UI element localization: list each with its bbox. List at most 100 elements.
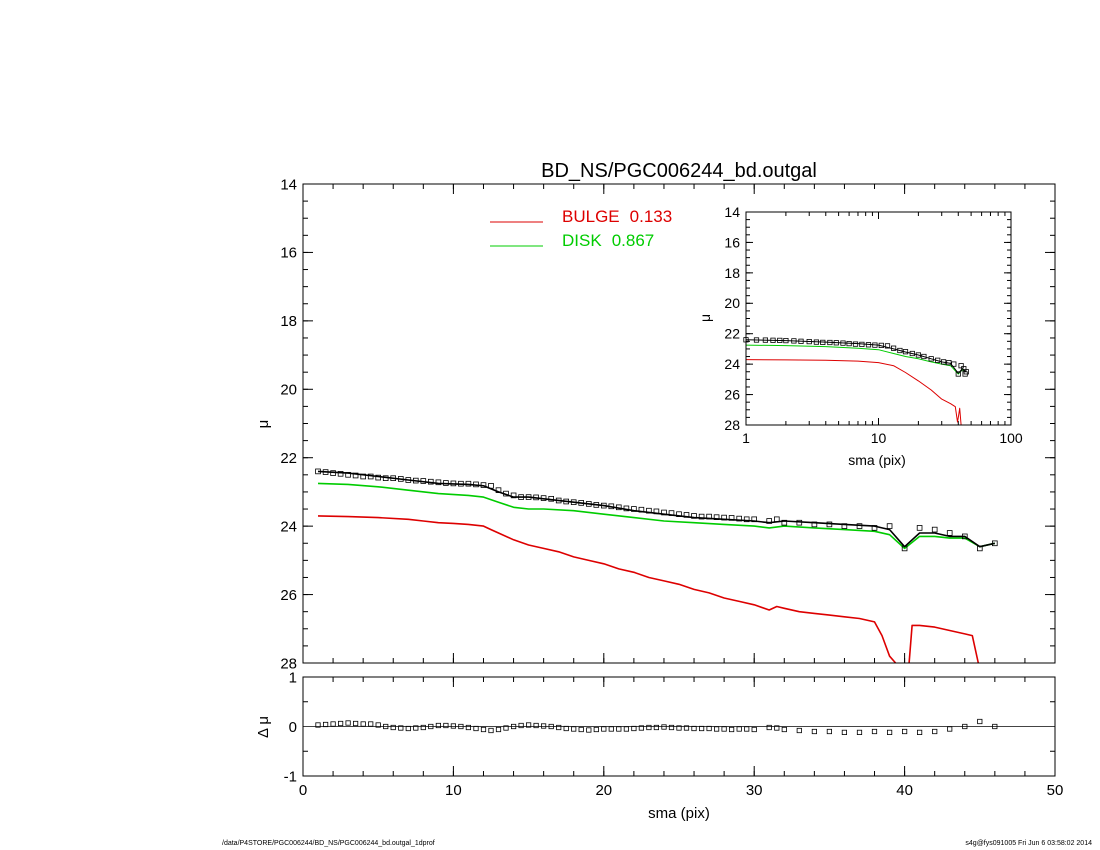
data-point bbox=[571, 726, 577, 732]
y-tick-label: 24 bbox=[280, 518, 297, 535]
data-point bbox=[736, 726, 742, 732]
data-point bbox=[473, 481, 479, 488]
data-point bbox=[811, 728, 818, 735]
data-point bbox=[833, 340, 839, 346]
y-tick-label: 16 bbox=[724, 234, 740, 250]
main-panel: BD_NS/PGC006244_bd.outgal μ 14 16 18 20 22 24… bbox=[255, 160, 1056, 672]
data-point bbox=[691, 725, 697, 732]
data-point bbox=[744, 726, 750, 732]
data-point bbox=[593, 502, 600, 508]
legend-item-bulge: BULGE 0.133 bbox=[562, 207, 672, 226]
series-model-line bbox=[317, 470, 995, 548]
data-point bbox=[683, 725, 690, 731]
data-point bbox=[352, 472, 359, 479]
data-point bbox=[488, 482, 494, 489]
data-point bbox=[762, 337, 769, 343]
data-point bbox=[770, 337, 776, 343]
legend-bulge-value: 0.133 bbox=[630, 207, 673, 226]
y-tick-label: 26 bbox=[724, 386, 740, 402]
data-point bbox=[390, 724, 396, 731]
data-point bbox=[962, 533, 968, 540]
data-point bbox=[586, 501, 592, 507]
data-point bbox=[798, 338, 804, 344]
data-point bbox=[367, 473, 374, 480]
inset-series-group bbox=[743, 337, 969, 426]
inset-x-axis-label: sma (pix) bbox=[848, 452, 906, 468]
legend-bulge-name: BULGE bbox=[562, 207, 620, 226]
data-point bbox=[518, 494, 524, 500]
data-point bbox=[977, 545, 983, 552]
data-point bbox=[563, 498, 569, 505]
data-point bbox=[706, 725, 712, 732]
data-point bbox=[706, 513, 712, 520]
data-point bbox=[871, 728, 878, 735]
data-point bbox=[646, 724, 652, 731]
data-point bbox=[820, 339, 826, 346]
footer-timestamp: s4g@fys091005 Fri Jun 6 03:58:02 2014 bbox=[965, 840, 1092, 847]
data-point bbox=[653, 724, 660, 731]
data-point bbox=[608, 726, 614, 732]
data-point bbox=[533, 722, 539, 729]
data-point bbox=[683, 512, 690, 518]
x-tick-label: 30 bbox=[746, 782, 763, 799]
data-point bbox=[947, 726, 953, 732]
x-tick-label: 40 bbox=[896, 782, 913, 799]
data-point bbox=[841, 523, 848, 529]
data-point bbox=[337, 470, 344, 477]
data-point bbox=[360, 473, 366, 480]
data-point bbox=[503, 725, 509, 731]
data-point bbox=[691, 513, 697, 519]
data-point bbox=[548, 723, 554, 730]
inset-y-axis-label: μ bbox=[697, 314, 713, 322]
data-point bbox=[352, 720, 359, 727]
data-point bbox=[345, 471, 351, 478]
data-point bbox=[443, 722, 449, 729]
data-point bbox=[503, 490, 509, 497]
data-point bbox=[435, 479, 442, 486]
data-point bbox=[859, 341, 865, 348]
data-point bbox=[917, 729, 923, 736]
data-point bbox=[465, 480, 472, 487]
data-point bbox=[909, 350, 915, 357]
series-bulge-segment-2-line bbox=[908, 624, 980, 664]
data-point bbox=[555, 497, 562, 504]
y-tick-label: 22 bbox=[724, 326, 740, 342]
y-tick-label: 14 bbox=[280, 176, 297, 193]
data-point bbox=[774, 725, 780, 731]
data-point bbox=[495, 726, 502, 733]
y-tick-label: 16 bbox=[280, 245, 297, 262]
data-point bbox=[608, 503, 615, 510]
data-point bbox=[865, 342, 872, 348]
x-tick-label: 10 bbox=[445, 782, 462, 799]
data-point bbox=[382, 475, 389, 481]
data-point bbox=[390, 475, 396, 481]
y-tick-label: 18 bbox=[280, 313, 297, 330]
data-point bbox=[488, 727, 494, 734]
y-tick-label: 24 bbox=[724, 356, 740, 372]
data-point bbox=[736, 515, 742, 522]
data-point bbox=[593, 726, 599, 733]
data-point bbox=[427, 478, 434, 485]
legend-item-disk: DISK 0.867 bbox=[562, 231, 654, 250]
data-point bbox=[676, 725, 682, 731]
data-point bbox=[631, 725, 637, 732]
data-point bbox=[958, 363, 964, 369]
data-point bbox=[315, 722, 321, 728]
x-axis-label: sma (pix) bbox=[648, 805, 710, 822]
data-point bbox=[846, 340, 852, 347]
data-point bbox=[827, 339, 833, 346]
x-tick-label: 10 bbox=[871, 430, 887, 446]
data-point bbox=[345, 720, 351, 726]
data-point bbox=[540, 495, 547, 501]
data-point bbox=[638, 725, 645, 731]
data-point bbox=[774, 516, 780, 523]
data-point bbox=[601, 502, 607, 509]
x-tick-label: 20 bbox=[595, 782, 612, 799]
data-point bbox=[915, 352, 922, 358]
inset-panel: μ sma (pix) 14 16 18 20 22 24 26 281 10 100 bbox=[697, 204, 1023, 468]
data-point bbox=[315, 468, 321, 475]
main-axis-ticks: 14 16 18 20 22 24 26 28 bbox=[280, 176, 1056, 672]
data-point bbox=[450, 480, 457, 487]
data-point bbox=[751, 726, 757, 733]
data-point bbox=[932, 728, 938, 735]
